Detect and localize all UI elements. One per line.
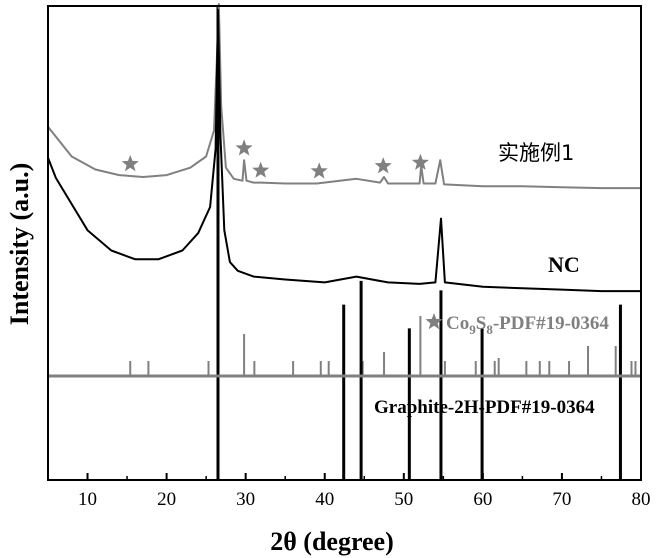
co9s8-ref-label: Co9S8-PDF#19-0364 <box>446 313 609 337</box>
star-marker-1 <box>236 139 253 155</box>
x-tick-label-50: 50 <box>394 489 413 510</box>
x-tick-label-60: 60 <box>473 489 492 510</box>
co9s8-legend: Co9S8-PDF#19-0364 <box>425 313 609 337</box>
star-marker-4 <box>375 157 392 173</box>
x-tick-label-80: 80 <box>632 489 651 510</box>
series-label-实施例1: 实施例1 <box>498 141 574 165</box>
star-markers-group <box>122 139 429 178</box>
x-tick-label-70: 70 <box>552 489 571 510</box>
star-marker-3 <box>311 162 328 178</box>
series-label-nc: NC <box>548 252 580 277</box>
y-axis-title: Intensity (a.u.) <box>5 163 34 326</box>
x-tick-label-20: 20 <box>157 489 176 510</box>
graphite-ref-label: Graphite-2H-PDF#19-0364 <box>374 397 595 418</box>
x-axis-title: 2θ (degree) <box>270 527 394 556</box>
x-tick-label-40: 40 <box>315 489 334 510</box>
x-tick-label-10: 10 <box>78 489 97 510</box>
x-tick-label-30: 30 <box>236 489 255 510</box>
star-marker-2 <box>252 162 269 178</box>
star-marker-0 <box>122 155 139 171</box>
